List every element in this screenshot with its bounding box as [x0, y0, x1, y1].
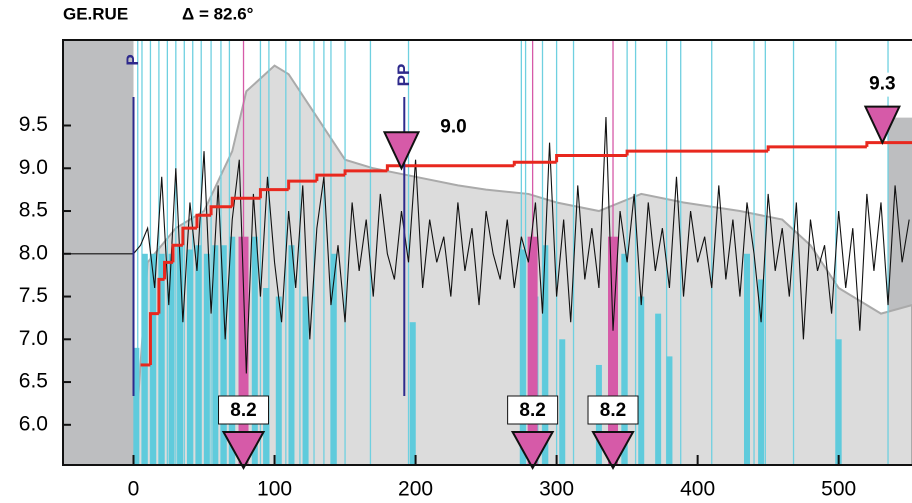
- magnitude-step: [230, 196, 261, 207]
- cyan-bar: [655, 313, 662, 465]
- magenta-bar: [527, 236, 538, 465]
- shaded-window: [63, 40, 134, 465]
- cyan-bar: [743, 253, 750, 465]
- cyan-bar: [158, 253, 165, 465]
- cyan-bar: [195, 245, 202, 465]
- max-marker: [863, 105, 901, 145]
- cyan-bar: [302, 296, 309, 465]
- magnitude-step: [766, 145, 867, 152]
- y-tick-label: 8.5: [19, 199, 48, 222]
- max-marker-label: 9.0: [440, 116, 466, 137]
- magnitude-step: [148, 312, 159, 365]
- cyan-bar: [559, 339, 566, 465]
- magnitude-step: [195, 213, 212, 229]
- x-tick-label: 200: [398, 478, 433, 501]
- y-tick-label: 6.0: [19, 412, 48, 435]
- magnitude-step: [343, 169, 388, 176]
- event-marker-label: 8.2: [519, 400, 545, 421]
- cyan-bar: [519, 249, 526, 465]
- y-tick-label: 8.0: [19, 241, 48, 264]
- event-marker: [510, 431, 555, 471]
- marker-label-box: [862, 72, 903, 97]
- y-tick-label: 7.5: [19, 284, 48, 307]
- y-tick-label: 9.0: [19, 156, 48, 179]
- plot-frame: [62, 39, 912, 466]
- max-marker-label: 9.3: [869, 74, 895, 95]
- max-marker: [382, 131, 421, 171]
- cyan-bar: [150, 253, 157, 465]
- marker-label-box: [587, 395, 639, 425]
- event-marker-label: 8.2: [600, 400, 626, 421]
- x-tick-label: 100: [257, 478, 292, 501]
- cyan-bar: [409, 322, 416, 465]
- cyan-bar: [288, 245, 295, 465]
- magnitude-step: [209, 205, 233, 216]
- magnitude-step: [385, 164, 515, 171]
- magenta-bar: [238, 236, 249, 465]
- y-tick-label: 7.0: [19, 327, 48, 350]
- y-tick-label: 6.5: [19, 370, 48, 393]
- distance-subtitle: Δ = 82.6°: [182, 4, 254, 23]
- cyan-bar: [275, 296, 282, 465]
- magnitude-step: [512, 160, 557, 166]
- x-tick-label: 0: [128, 478, 140, 501]
- event-marker: [591, 431, 635, 471]
- cyan-bar: [621, 253, 628, 465]
- cyan-bar: [263, 287, 270, 465]
- cyan-bar: [186, 249, 193, 465]
- cyan-bar: [168, 253, 175, 465]
- magnitude-step: [555, 153, 628, 163]
- marker-label-box: [218, 395, 270, 425]
- x-tick-label: 500: [821, 478, 856, 501]
- magnitude-step: [315, 173, 346, 182]
- event-marker: [221, 431, 266, 471]
- cyan-bar: [141, 253, 148, 465]
- cyan-bar: [212, 245, 219, 465]
- cyan-bar: [251, 236, 258, 465]
- cyan-bar: [220, 245, 227, 465]
- cyan-bar: [229, 236, 236, 465]
- cyan-bar: [177, 245, 184, 465]
- magnitude-step: [157, 277, 165, 314]
- y-tick-label: 9.5: [19, 113, 48, 136]
- phase-label: P: [123, 54, 142, 65]
- cyan-bar: [203, 253, 210, 465]
- magnitude-step: [625, 149, 769, 156]
- phase-label: PP: [394, 64, 413, 87]
- marker-label-box: [507, 395, 559, 425]
- magnitude-step: [865, 141, 912, 147]
- x-tick-label: 300: [539, 478, 574, 501]
- station-title: GE.RUE: [63, 4, 128, 23]
- cyan-bar: [133, 347, 140, 465]
- magnitude-step: [163, 260, 174, 280]
- cyan-bar: [758, 279, 765, 465]
- magnitude-step: [287, 179, 317, 190]
- cyan-bar: [542, 245, 549, 465]
- magenta-bar: [608, 236, 619, 465]
- x-tick-label: 400: [680, 478, 715, 501]
- magnitude-step: [181, 226, 197, 246]
- cyan-bar: [835, 339, 842, 465]
- marker-label-box: [433, 115, 474, 140]
- cyan-bar: [666, 356, 673, 465]
- cyan-bar: [638, 296, 645, 465]
- magnitude-step: [258, 188, 289, 199]
- plot-area: [63, 40, 912, 465]
- event-marker-label: 8.2: [230, 400, 256, 421]
- magnitude-step: [171, 243, 183, 263]
- waveform-line: [63, 116, 910, 374]
- cyan-bar: [330, 253, 337, 465]
